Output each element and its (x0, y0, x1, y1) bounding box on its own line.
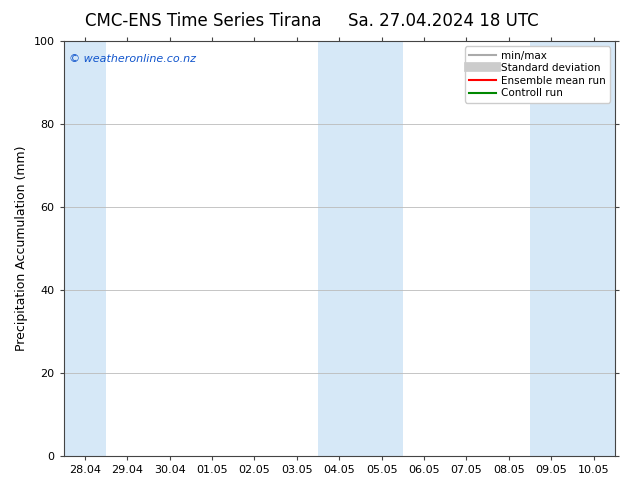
Bar (530, 41, 615, 456)
Text: Sa. 27.04.2024 18 UTC: Sa. 27.04.2024 18 UTC (349, 12, 539, 30)
Bar (63, 41, 106, 456)
Legend: min/max, Standard deviation, Ensemble mean run, Controll run: min/max, Standard deviation, Ensemble me… (465, 47, 610, 102)
Text: CMC-ENS Time Series Tirana: CMC-ENS Time Series Tirana (84, 12, 321, 30)
Text: © weatheronline.co.nz: © weatheronline.co.nz (69, 54, 196, 64)
Bar (318, 41, 403, 456)
Y-axis label: Precipitation Accumulation (mm): Precipitation Accumulation (mm) (15, 146, 28, 351)
